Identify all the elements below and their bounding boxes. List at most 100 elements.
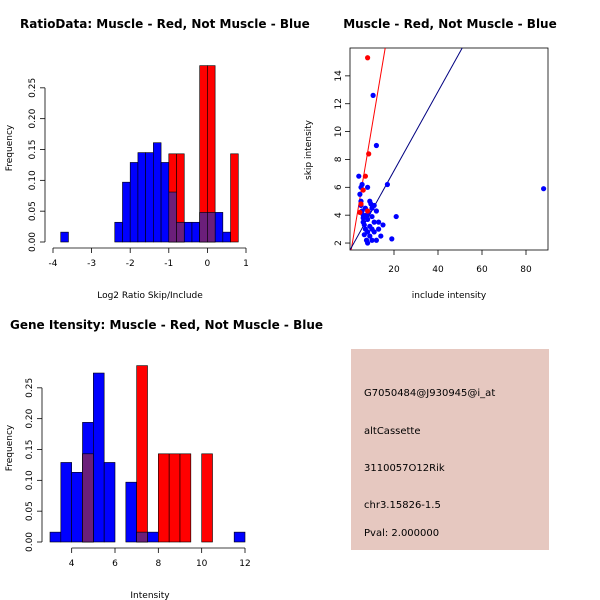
point-muscle <box>365 208 371 214</box>
event-type: altCassette <box>364 426 421 437</box>
y-tick-label: 0.15 <box>28 139 38 159</box>
x-tick-label: 20 <box>388 265 400 275</box>
point-not-muscle <box>363 237 370 243</box>
bar-not-muscle <box>60 231 69 243</box>
probe-info-panel: G7050484@J930945@i_at altCassette 311005… <box>351 349 549 550</box>
gene-intensity-histogram: Gene Itensity: Muscle - Red, Not Muscle … <box>5 318 323 600</box>
scatter-y-label: skip intensity <box>304 119 314 180</box>
point-not-muscle <box>389 236 395 242</box>
x-tick-label: 12 <box>239 559 250 569</box>
point-not-muscle <box>371 219 377 225</box>
point-not-muscle <box>356 173 362 179</box>
point-not-muscle <box>357 191 363 197</box>
info-panel-background <box>351 349 549 550</box>
point-muscle <box>362 173 368 179</box>
y-tick-label: 0.15 <box>25 439 35 459</box>
y-tick-label: 0.20 <box>28 108 38 128</box>
scatter-x-label: include intensity <box>412 291 487 301</box>
x-tick-label: 8 <box>155 559 161 569</box>
point-muscle <box>360 187 366 193</box>
bar-not-muscle <box>153 142 162 243</box>
point-not-muscle <box>541 186 547 192</box>
point-not-muscle <box>373 142 379 149</box>
x-tick-label: -2 <box>126 259 135 269</box>
probe-id: G7050484@J930945@i_at <box>364 388 495 399</box>
bar-muscle <box>158 453 170 543</box>
x-tick-label: 6 <box>112 559 118 569</box>
bar-overlap <box>199 212 208 243</box>
bar-not-muscle <box>147 531 159 543</box>
x-tick-label: 4 <box>69 559 75 569</box>
intensity-x-label: Intensity <box>130 591 170 600</box>
bar-muscle <box>201 453 213 543</box>
y-tick-label: 0.05 <box>25 501 35 521</box>
point-not-muscle <box>367 233 373 239</box>
y-tick-label: 0.00 <box>28 232 38 252</box>
bar-not-muscle <box>129 162 139 243</box>
point-muscle <box>366 151 372 157</box>
y-tick-label: 0.00 <box>25 532 35 552</box>
x-tick-label: 60 <box>476 265 488 275</box>
y-tick-label: 0.10 <box>28 170 38 190</box>
point-not-muscle <box>376 219 382 225</box>
point-not-muscle <box>359 181 365 188</box>
bar-not-muscle <box>137 152 146 243</box>
bar-not-muscle <box>183 221 193 243</box>
x-tick-label: 40 <box>432 265 444 275</box>
y-tick-label: 12 <box>334 98 344 109</box>
bar-not-muscle <box>114 221 123 243</box>
x-tick-label: 80 <box>520 265 532 275</box>
point-not-muscle <box>369 237 375 243</box>
point-muscle <box>365 55 371 61</box>
y-tick-label: 14 <box>334 70 344 82</box>
x-tick-label: 0 <box>205 259 211 269</box>
bar-overlap <box>207 212 216 243</box>
x-tick-label: 10 <box>196 559 208 569</box>
ratio-chart-title: RatioData: Muscle - Red, Not Muscle - Bl… <box>20 17 310 31</box>
point-not-muscle <box>365 216 371 222</box>
bar-overlap <box>82 453 94 543</box>
scatter-plot-area <box>350 48 547 250</box>
bar-not-muscle <box>125 481 137 543</box>
point-not-muscle <box>371 229 377 235</box>
bar-not-muscle <box>222 231 231 243</box>
point-muscle <box>357 209 363 215</box>
y-tick-label: 6 <box>334 184 344 190</box>
x-tick-label: -4 <box>49 259 58 269</box>
y-tick-label: 8 <box>334 156 344 162</box>
point-not-muscle <box>384 181 390 188</box>
bar-muscle <box>230 153 239 243</box>
point-not-muscle <box>373 237 379 243</box>
y-tick-label: 4 <box>334 212 344 218</box>
bar-not-muscle <box>103 462 116 543</box>
bar-not-muscle <box>160 162 170 243</box>
ratio-x-label: Log2 Ratio Skip/Include <box>97 291 203 301</box>
ratio-y-label: Frequency <box>5 124 15 171</box>
bar-overlap <box>176 221 185 243</box>
bar-not-muscle <box>233 531 246 543</box>
bar-muscle <box>168 453 181 543</box>
scatter-frame <box>349 47 549 251</box>
point-not-muscle <box>361 222 367 228</box>
genomic-location: chr3.15826-1.5 <box>364 500 441 511</box>
x-tick-label: -3 <box>87 259 96 269</box>
bar-not-muscle <box>71 472 83 543</box>
bar-not-muscle <box>191 221 200 243</box>
bar-muscle <box>179 453 192 543</box>
bar-not-muscle <box>214 212 224 243</box>
point-not-muscle <box>380 222 386 228</box>
y-tick-label: 0.20 <box>25 408 35 428</box>
y-tick-label: 0.25 <box>25 378 35 398</box>
y-tick-label: 10 <box>334 126 344 138</box>
gene-symbol: 3110057O12Rik <box>364 463 445 474</box>
point-not-muscle <box>393 213 399 220</box>
intensity-chart-title: Gene Itensity: Muscle - Red, Not Muscle … <box>10 318 323 332</box>
point-not-muscle <box>367 198 373 204</box>
y-tick-label: 2 <box>334 240 344 246</box>
point-not-muscle <box>378 233 384 239</box>
point-not-muscle <box>365 184 371 190</box>
bar-not-muscle <box>60 462 72 543</box>
bar-overlap <box>136 531 148 543</box>
point-not-muscle <box>361 232 367 238</box>
